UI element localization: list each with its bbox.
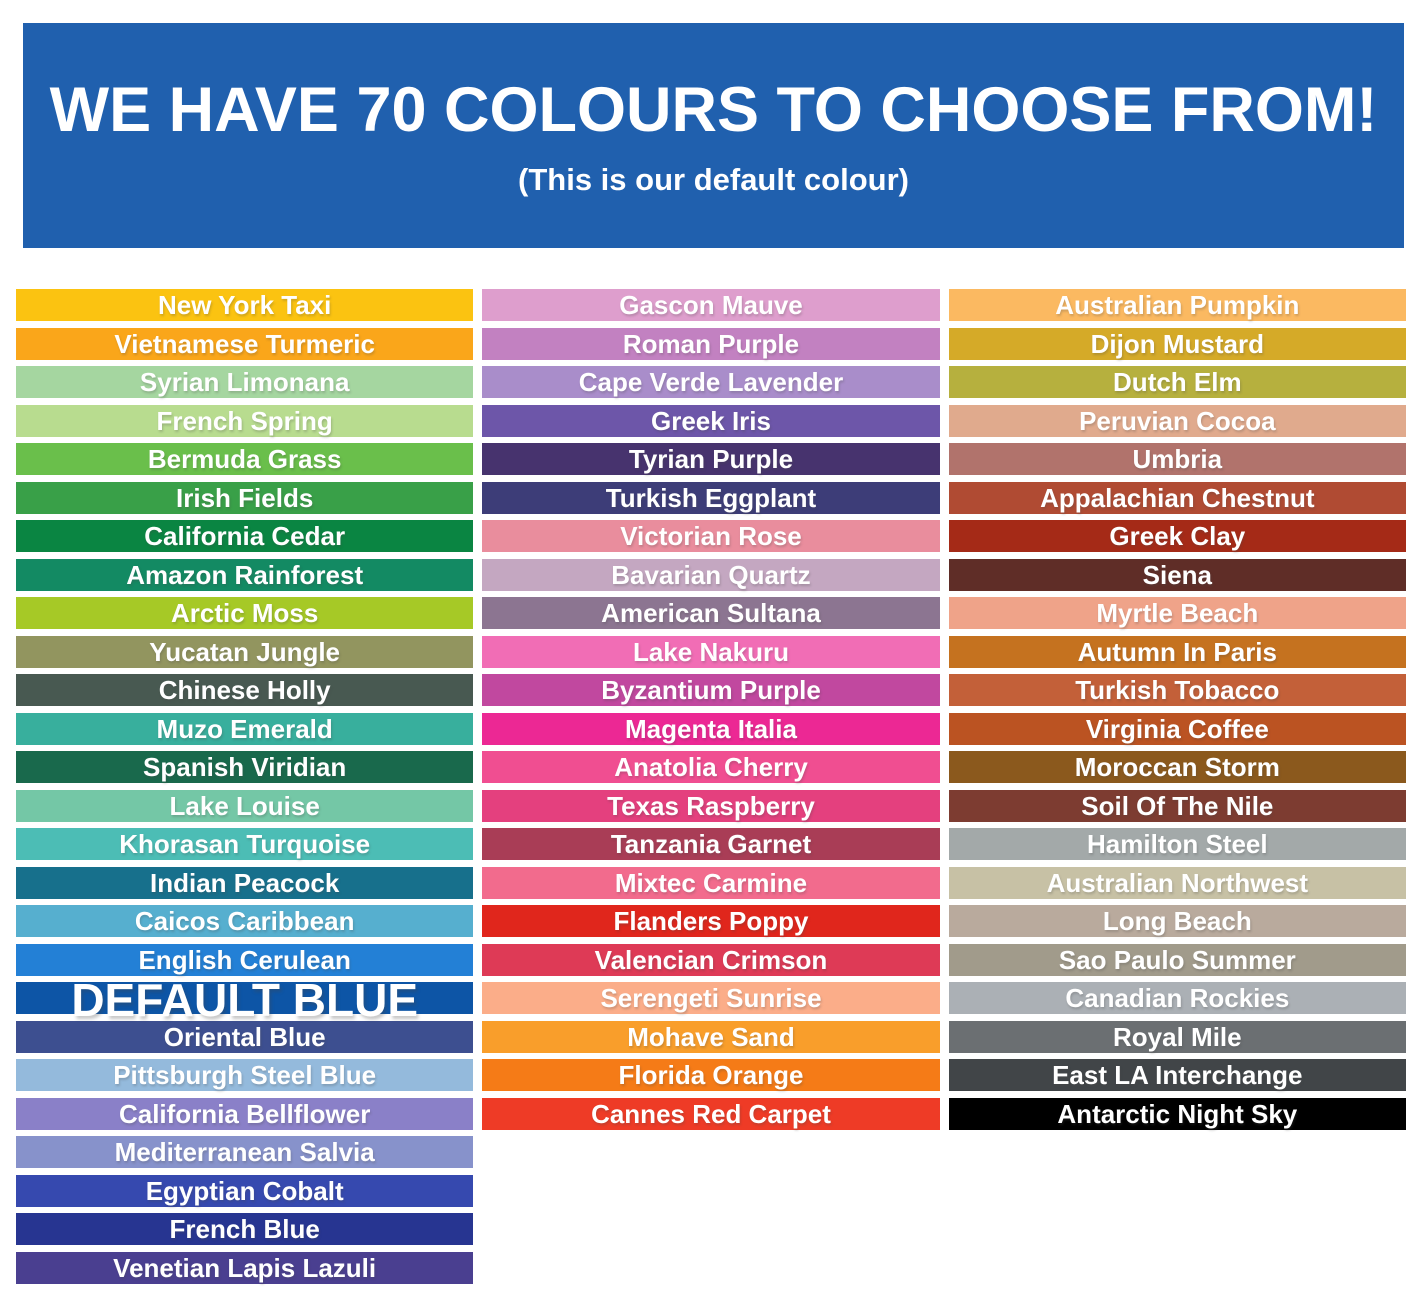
color-swatch: Irish Fields [16,481,474,514]
color-swatch: Spanish Viridian [16,751,474,783]
color-swatch: Canadian Rockies [948,982,1406,1014]
color-swatch: Lake Louise [16,789,474,822]
color-swatch: Roman Purple [482,327,940,360]
color-swatch: French Spring [16,404,474,437]
color-swatch: Turkish Tobacco [948,674,1406,706]
color-swatch: Magenta Italia [482,712,940,745]
swatch-column-1: New York Taxi Vietnamese Turmeric Syrian L… [16,289,474,1284]
color-swatch: Oriental Blue [16,1020,474,1053]
color-swatch: Indian Peacock [16,866,474,899]
color-swatch: Greek Iris [482,404,940,437]
color-swatch: Cape Verde Lavender [482,366,940,398]
color-swatch: Yucatan Jungle [16,635,474,668]
color-swatch: Vietnamese Turmeric [16,327,474,360]
color-swatch: Mediterranean Salvia [16,1136,474,1168]
color-swatch: Royal Mile [948,1020,1406,1053]
color-swatch: Bavarian Quartz [482,558,940,591]
color-swatch: Dijon Mustard [948,327,1406,360]
color-swatch: Greek Clay [948,520,1406,552]
color-swatch: California Cedar [16,520,474,552]
header-banner: WE HAVE 70 COLOURS TO CHOOSE FROM! (This… [23,23,1404,248]
color-swatch: Tyrian Purple [482,443,940,475]
color-swatch: English Cerulean [16,943,474,976]
color-swatch: Flanders Poppy [482,905,940,937]
color-swatch: Mohave Sand [482,1020,940,1053]
color-swatch: Appalachian Chestnut [948,481,1406,514]
color-swatch: Egyptian Cobalt [16,1174,474,1207]
color-swatch: Siena [948,558,1406,591]
color-swatch: Peruvian Cocoa [948,404,1406,437]
color-swatch: Mixtec Carmine [482,866,940,899]
color-swatch: Khorasan Turquoise [16,828,474,860]
color-swatch: Virginia Coffee [948,712,1406,745]
color-swatch: Amazon Rainforest [16,558,474,591]
color-swatch: Byzantium Purple [482,674,940,706]
color-swatch: Syrian Limonana [16,366,474,398]
color-swatch: Valencian Crimson [482,943,940,976]
color-swatch: American Sultana [482,597,940,629]
color-swatch: Moroccan Storm [948,751,1406,783]
color-swatch: Gascon Mauve [482,289,940,321]
color-swatch: Umbria [948,443,1406,475]
color-swatch: Autumn In Paris [948,635,1406,668]
color-swatch: New York Taxi [16,289,474,321]
swatch-column-3: Australian Pumpkin Dijon Mustard Dutch Elm… [948,289,1406,1130]
color-swatch: Caicos Caribbean [16,905,474,937]
color-swatch: Cannes Red Carpet [482,1097,940,1130]
color-swatch: Arctic Moss [16,597,474,629]
color-swatch: Lake Nakuru [482,635,940,668]
color-swatch: Chinese Holly [16,674,474,706]
color-swatch: Bermuda Grass [16,443,474,475]
color-swatch: Long Beach [948,905,1406,937]
color-swatch: Hamilton Steel [948,828,1406,860]
color-swatch: Sao Paulo Summer [948,943,1406,976]
page-title: WE HAVE 70 COLOURS TO CHOOSE FROM! [49,74,1378,145]
color-swatch: Anatolia Cherry [482,751,940,783]
color-swatch: California Bellflower [16,1097,474,1130]
color-swatch: French Blue [16,1213,474,1245]
swatch-column-2: Gascon Mauve Roman Purple Cape Verde Laven… [482,289,940,1130]
color-swatch: Serengeti Sunrise [482,982,940,1014]
color-swatch: Australian Pumpkin [948,289,1406,321]
color-swatch: Australian Northwest [948,866,1406,899]
color-swatch: Florida Orange [482,1059,940,1091]
color-swatch: Soil Of The Nile [948,789,1406,822]
page-subtitle: (This is our default colour) [518,161,909,197]
color-swatch: Victorian Rose [482,520,940,552]
color-swatch: Muzo Emerald [16,712,474,745]
color-swatch: Venetian Lapis Lazuli [16,1251,474,1284]
color-swatch: Myrtle Beach [948,597,1406,629]
color-swatch: Dutch Elm [948,366,1406,398]
swatch-grid: New York Taxi Vietnamese Turmeric Syrian L… [16,289,1406,1284]
default-colour-swatch: DEFAULT BLUE [16,977,474,1023]
color-swatch: Antarctic Night Sky [948,1097,1406,1130]
color-swatch: Turkish Eggplant [482,481,940,514]
color-swatch: East LA Interchange [948,1059,1406,1091]
color-swatch: Pittsburgh Steel Blue [16,1059,474,1091]
color-swatch: Texas Raspberry [482,789,940,822]
color-swatch: Tanzania Garnet [482,828,940,860]
